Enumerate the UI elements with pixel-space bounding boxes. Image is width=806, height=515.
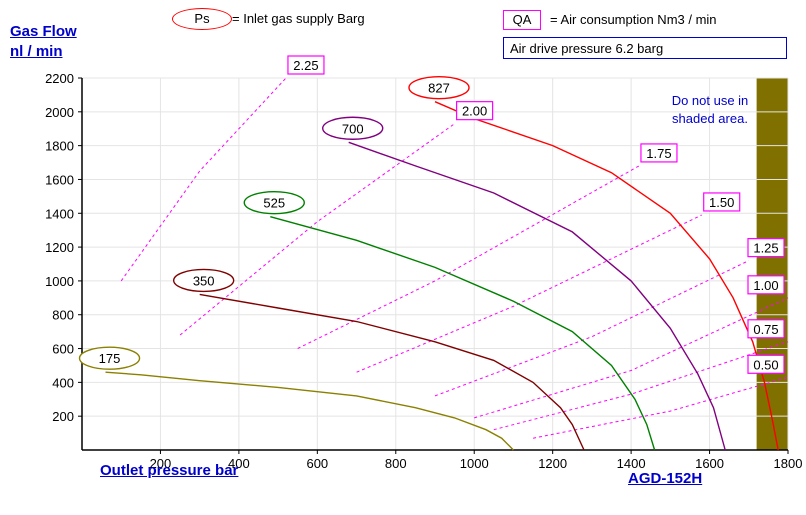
ps-legend-key: Ps [172,8,232,30]
y-axis-title-line2: nl / min [10,43,63,60]
x-tick-label: 400 [228,456,250,471]
y-tick-label: 1000 [45,274,74,289]
air-consumption-line-2.00 [179,123,455,336]
air-consumption-label: 2.00 [462,104,487,119]
air-consumption-label: 0.75 [753,322,778,337]
inlet-pressure-label-ellipse [172,268,235,293]
qa-legend-text: = Air consumption Nm3 / min [550,12,717,27]
inlet-pressure-label-ellipse [408,75,470,100]
inlet-pressure-label: 175 [99,351,121,366]
x-tick-label: 1200 [538,456,567,471]
inlet-pressure-line-700 [348,141,726,451]
inlet-pressure-line-350 [199,293,585,451]
air-consumption-label-box [747,275,785,295]
air-consumption-label-box [287,55,325,75]
inlet-pressure-label-ellipse [243,190,305,215]
x-tick-label: 1600 [695,456,724,471]
air-consumption-line-0.75 [493,341,789,431]
air-consumption-line-1.00 [474,297,789,419]
air-consumption-label: 0.50 [753,357,778,372]
y-axis-title: Gas Flow nl / min [10,22,77,62]
air-consumption-label-box [640,143,678,163]
y-tick-label: 600 [52,342,74,357]
air-consumption-label-box [456,101,494,121]
inlet-pressure-label: 350 [193,273,215,288]
air-consumption-label-box [747,238,785,258]
x-tick-label: 1400 [617,456,646,471]
x-tick-label: 1800 [774,456,803,471]
y-tick-label: 400 [52,375,74,390]
inlet-pressure-line-175 [105,371,514,451]
inlet-pressure-label-ellipse [78,346,141,370]
air-consumption-line-1.75 [297,165,640,349]
air-consumption-label: 1.75 [646,146,671,161]
inlet-pressure-line-525 [270,216,656,451]
x-tick-label: 200 [150,456,172,471]
air-consumption-label-box [703,192,741,212]
inlet-pressure-label: 827 [428,81,450,96]
x-tick-label: 1000 [460,456,489,471]
qa-legend-key: QA [503,10,541,30]
x-tick-label: 600 [306,456,328,471]
y-tick-label: 1200 [45,240,74,255]
inlet-pressure-label-ellipse [322,116,384,140]
y-tick-label: 800 [52,308,74,323]
air-consumption-label: 1.25 [753,241,778,256]
x-axis-title: Outlet pressure bar [100,462,239,479]
y-axis-title-line1: Gas Flow [10,23,77,40]
inlet-pressure-line-827 [434,101,779,451]
y-tick-label: 1800 [45,139,74,154]
ps-legend-text: = Inlet gas supply Barg [232,11,365,26]
air-consumption-label-box [747,354,785,374]
shaded-area-note-line2: shaded area. [672,111,748,126]
air-drive-pressure-box: Air drive pressure 6.2 barg [503,37,787,59]
shaded-area-note-line1: Do not use in [671,93,749,108]
air-consumption-label-box [747,319,785,339]
shaded-region [756,78,788,450]
air-consumption-line-0.50 [533,376,789,439]
model-label: AGD-152H [628,470,703,487]
shaded-area-note: Do not use in shaded area. [650,92,770,128]
air-consumption-label: 1.50 [709,195,734,210]
inlet-pressure-label: 700 [342,121,364,136]
inlet-pressure-label: 525 [263,196,285,211]
y-tick-label: 1400 [45,206,74,221]
y-tick-label: 1600 [45,172,74,187]
y-tick-label: 200 [52,409,74,424]
air-consumption-label: 2.25 [293,58,318,73]
y-tick-label: 2200 [45,71,74,86]
y-tick-label: 2000 [45,105,74,120]
x-tick-label: 800 [385,456,407,471]
air-consumption-line-1.25 [434,260,750,397]
air-consumption-line-1.50 [356,214,702,373]
air-consumption-label: 1.00 [753,278,778,293]
